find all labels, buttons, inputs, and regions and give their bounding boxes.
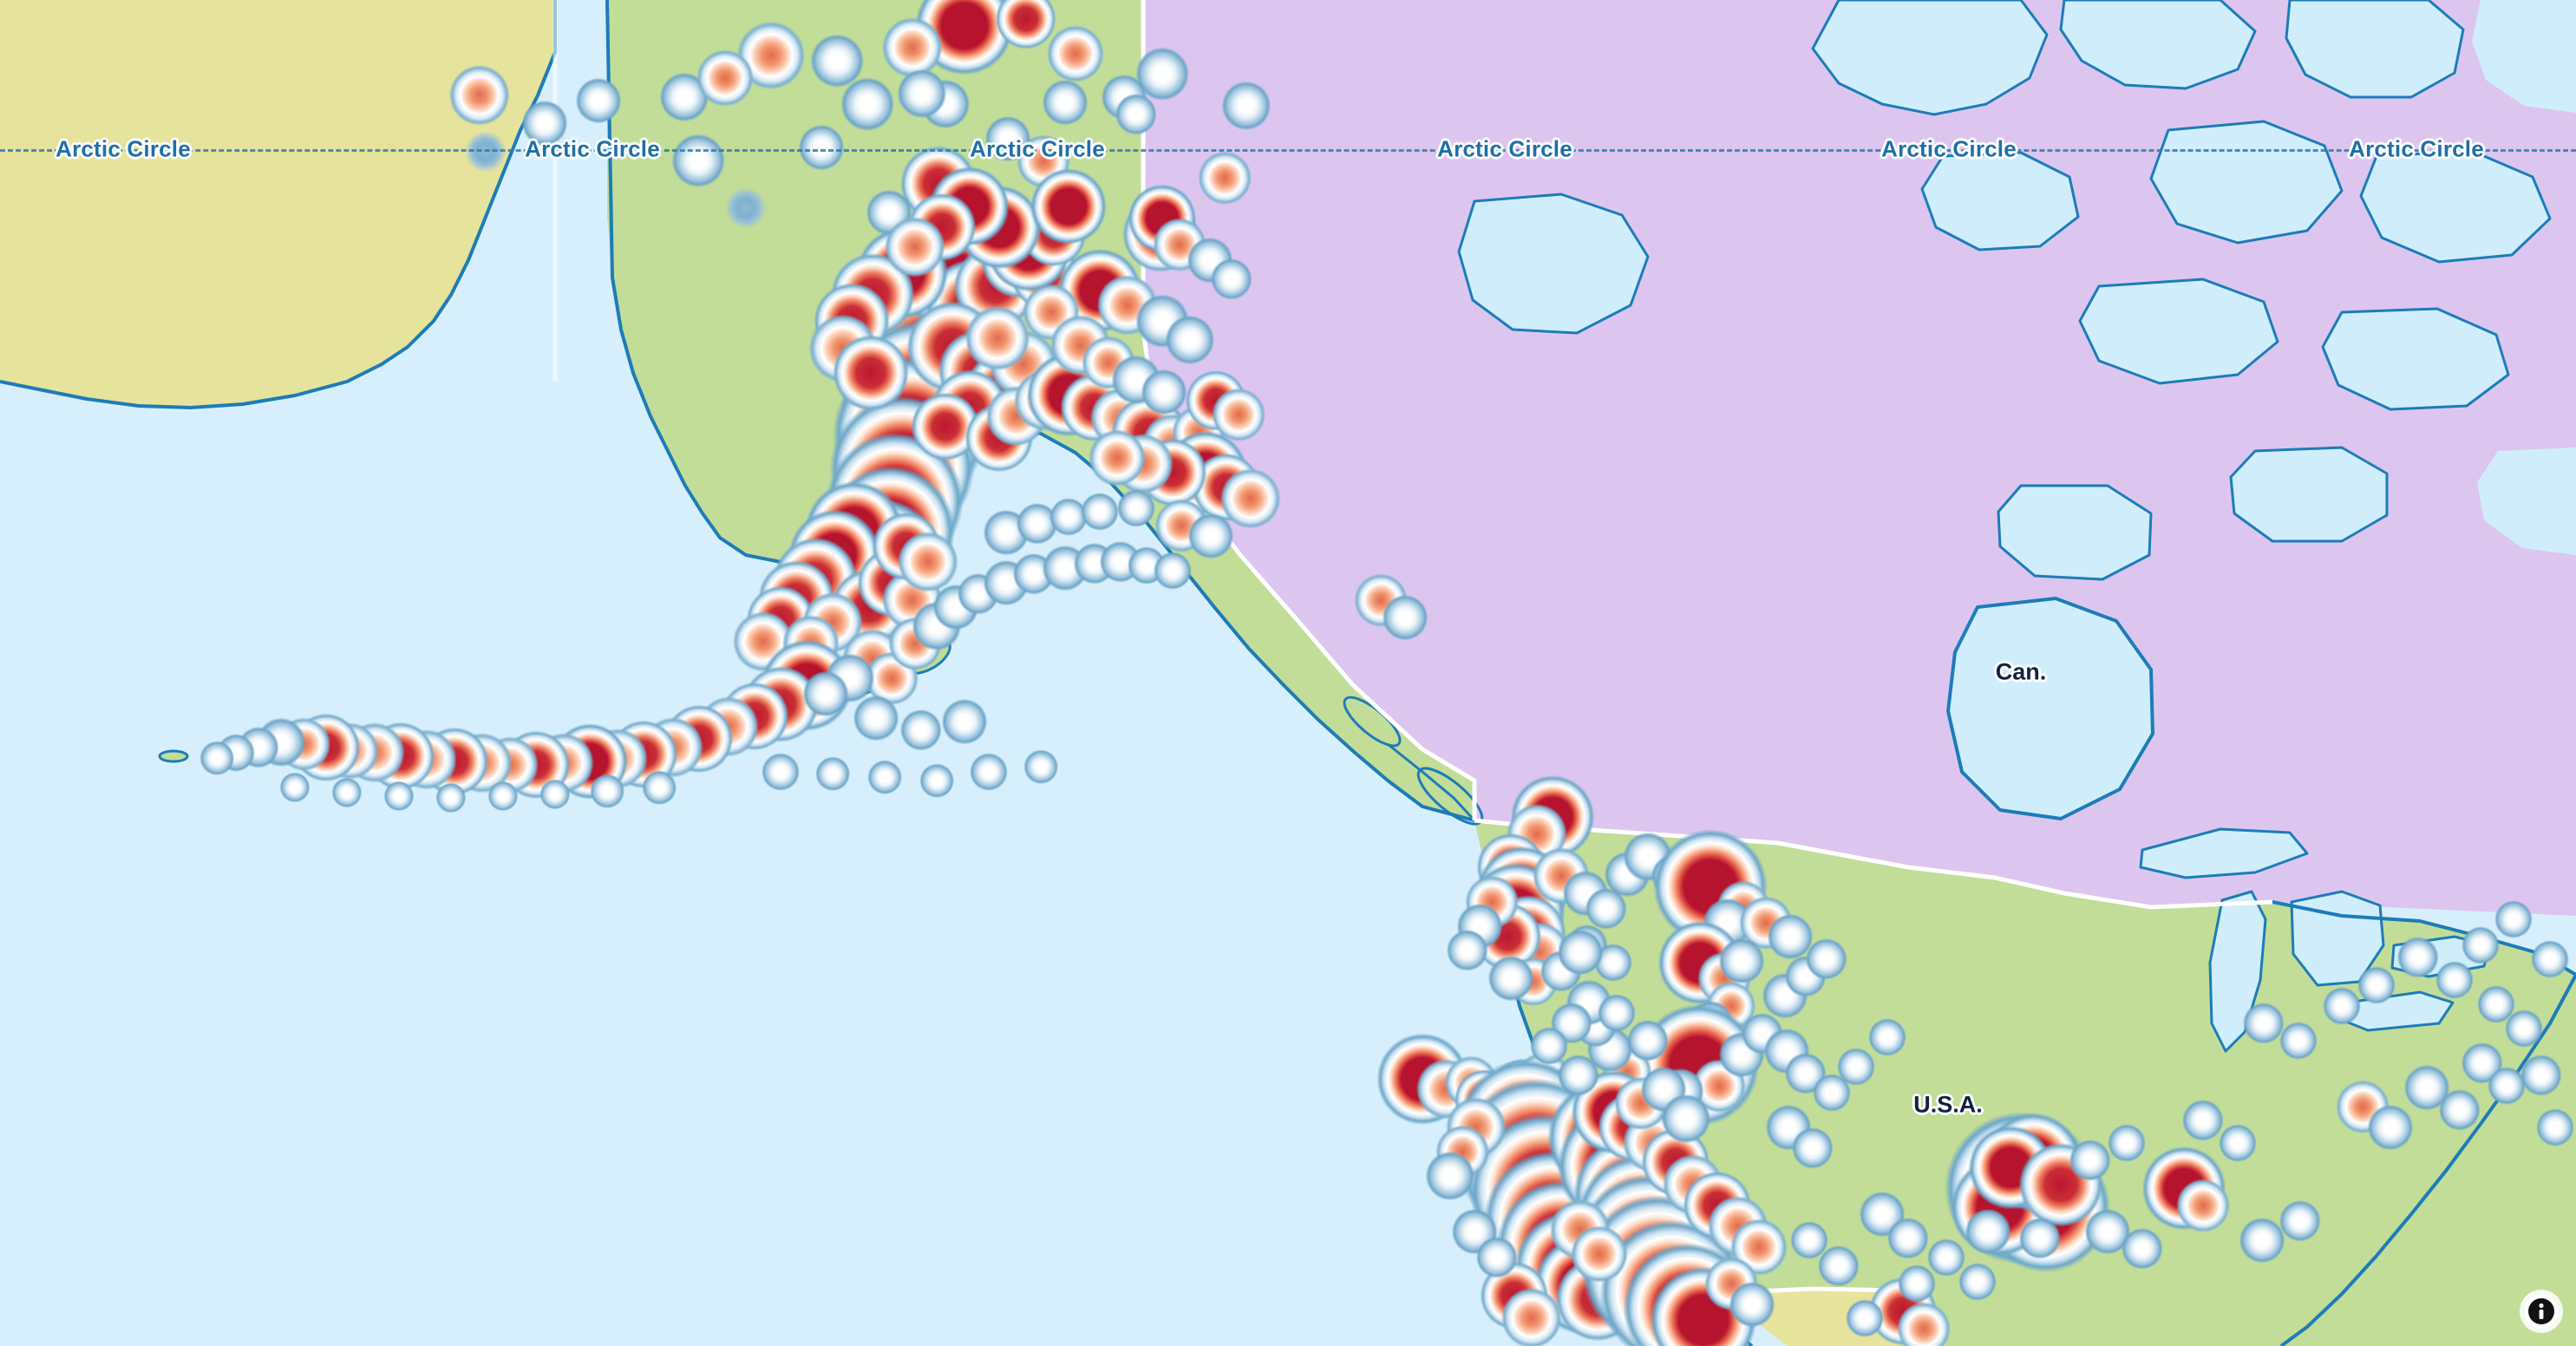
canada-label: Can. (1995, 658, 2047, 685)
info-icon (2528, 1298, 2554, 1324)
info-attribution-button[interactable] (2524, 1294, 2559, 1329)
usa-label: U.S.A. (1913, 1091, 1983, 1118)
